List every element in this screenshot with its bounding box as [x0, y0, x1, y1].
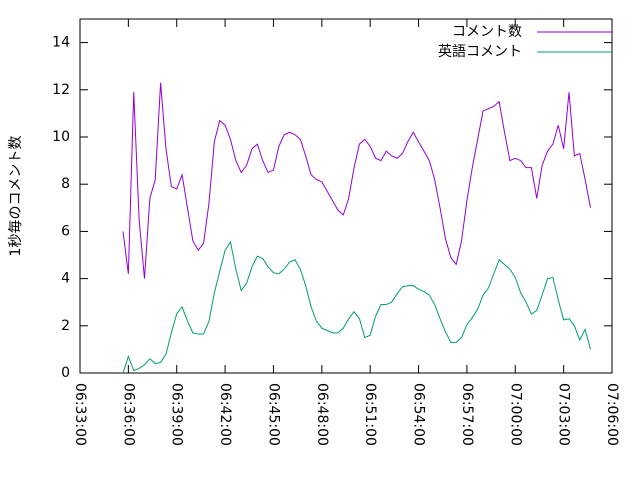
x-tick-label: 06:54:00 — [411, 383, 427, 446]
x-tick-label: 06:57:00 — [459, 383, 475, 446]
legend-label: コメント数 — [452, 24, 522, 40]
series-line — [122, 82, 591, 279]
y-tick-label: 10 — [52, 129, 70, 145]
y-tick-label: 2 — [61, 318, 70, 334]
x-tick-label: 06:36:00 — [120, 383, 136, 446]
x-tick-label: 07:00:00 — [507, 383, 523, 446]
x-tick-label: 06:48:00 — [314, 383, 330, 446]
plot-frame — [79, 18, 613, 374]
y-axis-label: 1秒毎のコメント数 — [8, 136, 24, 257]
x-tick-label: 06:39:00 — [169, 383, 185, 446]
y-tick-label: 8 — [61, 176, 70, 192]
series-line — [122, 240, 591, 374]
x-tick-label: 07:03:00 — [556, 383, 572, 446]
x-tick-label: 06:33:00 — [72, 383, 88, 446]
y-tick-label: 12 — [52, 82, 70, 98]
y-tick-label: 0 — [61, 365, 70, 381]
legend-label: 英語コメント — [438, 43, 522, 60]
x-tick-label: 06:51:00 — [362, 383, 378, 446]
x-tick-label: 06:42:00 — [217, 383, 233, 446]
y-tick-label: 6 — [61, 223, 70, 239]
y-tick-label: 4 — [61, 271, 70, 287]
x-tick-label: 07:06:00 — [604, 383, 620, 446]
x-tick-label: 06:45:00 — [265, 383, 281, 446]
y-tick-label: 14 — [52, 35, 70, 51]
